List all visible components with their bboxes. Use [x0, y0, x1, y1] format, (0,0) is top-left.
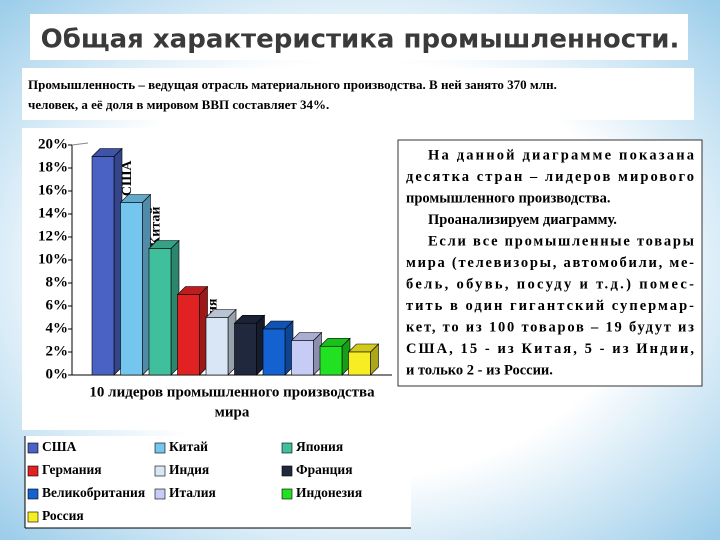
legend-label: Россия: [42, 508, 84, 523]
legend-label: Индия: [169, 462, 209, 477]
bar: [91, 156, 115, 376]
legend-swatch: [27, 442, 39, 454]
side-text-line: и только 2 - из России.: [406, 362, 553, 378]
legend-label: Индонезия: [296, 485, 362, 500]
side-text-line: промышленного производства.: [406, 190, 610, 206]
bar: [262, 328, 286, 376]
legend-swatch: [281, 465, 293, 477]
side-text-line: мира (телевизоры, автомобили, ме-: [406, 255, 694, 271]
y-tick-label: 4%: [46, 320, 69, 336]
bar: [205, 317, 229, 376]
side-text-line: бель, обувь, посуду и т.д.) помес-: [406, 276, 694, 292]
legend-swatch: [154, 488, 166, 500]
legend-label: Франция: [296, 462, 353, 477]
y-tick-label: 20%: [38, 136, 68, 152]
chart-area: [22, 128, 402, 430]
bar-label: Китай: [149, 207, 164, 247]
bar: [177, 294, 200, 376]
side-text-line: тить в один гигантский супермар-: [406, 298, 694, 314]
intro-line: человек, а её доля в мировом ВВП составл…: [28, 97, 329, 112]
bar: [148, 248, 172, 376]
legend-swatch: [154, 465, 166, 477]
x-axis-label: 10 лидеров промышленного производства: [89, 384, 375, 400]
bar-label: США: [120, 160, 135, 196]
wall-edge: [71, 142, 89, 146]
side-text-line: кет, то из 100 товаров – 19 будут из: [406, 319, 694, 335]
y-tick-label: 10%: [38, 251, 68, 267]
y-tick-label: 2%: [46, 343, 69, 359]
bar: [234, 322, 257, 376]
y-tick-label: 18%: [38, 159, 68, 175]
legend-swatch: [154, 442, 166, 454]
legend-swatch: [27, 511, 39, 523]
legend-label: США: [42, 439, 77, 454]
side-text-line: Проанализируем диаграмму.: [428, 212, 617, 228]
side-text-line: Если все промышленные товары: [428, 233, 694, 249]
bar: [120, 202, 143, 376]
legend-swatch: [281, 488, 293, 500]
legend-swatch: [281, 442, 293, 454]
bar: [319, 345, 343, 376]
title-box: [30, 14, 688, 60]
side-text-line: десятка стран – лидеров мирового: [406, 169, 694, 185]
legend-swatch: [27, 488, 39, 500]
legend-label: Китай: [169, 439, 208, 454]
y-tick-label: 16%: [38, 182, 68, 198]
legend-swatch: [27, 465, 39, 477]
side-text-line: На данной диаграмме показана: [428, 147, 695, 163]
side-box: [397, 139, 703, 387]
legend-label: Германия: [42, 462, 102, 477]
bar: [291, 340, 314, 376]
intro-line: Промышленность – ведущая отрасль материа…: [28, 77, 557, 92]
y-tick-label: 12%: [38, 228, 68, 244]
y-tick-label: 14%: [38, 205, 68, 221]
slide-title: Общая характеристика промышленности.: [41, 25, 680, 55]
intro-box: [22, 68, 694, 120]
y-tick-label: 6%: [46, 297, 69, 313]
legend: [25, 436, 411, 528]
legend-label: Италия: [169, 485, 216, 500]
bar: [348, 351, 371, 376]
legend-label: Япония: [296, 439, 343, 454]
side-text-line: США, 15 - из Китая, 5 - из Индии,: [406, 341, 694, 357]
y-tick-label: 8%: [46, 274, 69, 290]
y-tick-label: 0%: [46, 366, 69, 382]
legend-label: Великобритания: [42, 485, 145, 500]
x-axis-label: мира: [215, 404, 250, 420]
